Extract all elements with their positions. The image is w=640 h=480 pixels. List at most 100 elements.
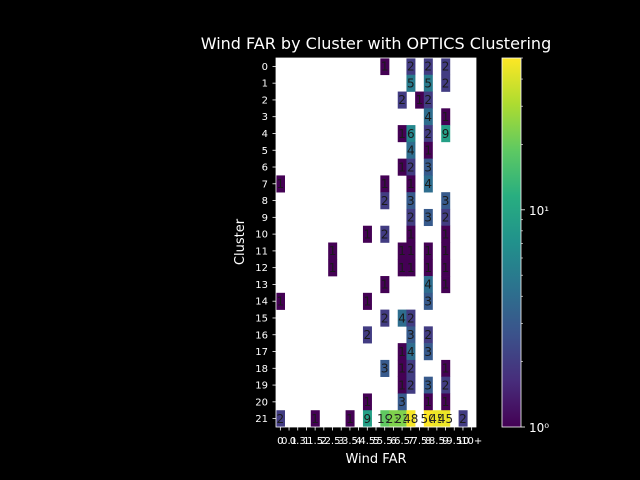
x-tick-label: 0.1 (281, 436, 297, 447)
cell-label: 3 (381, 362, 389, 376)
cell-label: 1 (363, 295, 371, 309)
cell-label: 45 (438, 412, 453, 426)
y-tick-label: 3 (262, 112, 268, 123)
cell-label: 1 (424, 261, 432, 275)
heatmap-cell (406, 242, 416, 260)
heatmap-cell (441, 393, 451, 411)
cell-label: 2 (363, 328, 371, 342)
cell-label: 4 (424, 110, 432, 124)
heatmap-cell (389, 410, 399, 428)
heatmap-cell (423, 108, 433, 126)
heatmap-cell (441, 259, 451, 277)
cell-label: 23 (386, 412, 401, 426)
cell-label: 3 (407, 328, 415, 342)
colorbar-gradient (502, 58, 521, 427)
heatmap-cell (406, 326, 416, 344)
cell-label: 1 (398, 261, 406, 275)
x-tick-label: 5 (373, 436, 379, 447)
heatmap-cell (423, 91, 433, 109)
cell-label: 1 (329, 244, 337, 258)
x-tick-label: 6.5 (394, 436, 410, 447)
x-tick-label: 7.5 (412, 436, 428, 447)
cell-label: 1 (277, 177, 285, 191)
heatmap-cell (276, 410, 285, 428)
heatmap-cell (441, 74, 451, 92)
cell-label: 1 (398, 345, 406, 359)
heatmap-cell (397, 259, 407, 277)
cell-label: 2 (424, 127, 432, 141)
y-tick-label: 7 (262, 179, 268, 190)
heatmap-cell (432, 410, 442, 428)
heatmap-cell (276, 175, 285, 193)
cell-label: 1 (398, 362, 406, 376)
cell-label: 2 (381, 227, 389, 241)
cell-label: 2 (277, 412, 285, 426)
heatmap-cell (362, 410, 372, 428)
y-tick-label: 16 (255, 330, 268, 341)
x-tick-label: 5.5 (377, 436, 393, 447)
cell-label: 2 (407, 311, 415, 325)
x-tick-label: 3 (338, 436, 344, 447)
heatmap-cell (362, 326, 372, 344)
heatmap-cell (397, 393, 407, 411)
x-tick-label: 7 (408, 436, 414, 447)
x-tick-label: 9.5 (446, 436, 462, 447)
heatmap-cell (423, 175, 433, 193)
x-tick-label: 8 (425, 436, 431, 447)
heatmap-cell (406, 259, 416, 277)
cell-label: 4 (424, 278, 432, 292)
cell-label: 1 (442, 278, 450, 292)
cell-label: 1 (311, 412, 319, 426)
heatmap-cell (441, 410, 451, 428)
y-tick-label: 6 (262, 163, 268, 174)
y-tick-label: 8 (262, 196, 268, 207)
x-tick-label: 0.3 (290, 436, 306, 447)
cell-label: 2 (398, 93, 406, 107)
y-tick-label: 4 (262, 129, 268, 140)
chart-title: Wind FAR by Cluster with OPTICS Clusteri… (201, 34, 551, 53)
cell-label: 19 (377, 412, 392, 426)
y-tick-label: 14 (255, 297, 268, 308)
heatmap-cell (406, 141, 416, 159)
cell-label: 48 (403, 412, 418, 426)
cell-label: 3 (424, 160, 432, 174)
heatmap-cell (310, 410, 320, 428)
cell-label: 1 (442, 227, 450, 241)
heatmap-cell (380, 309, 390, 327)
heatmap-cell (380, 175, 390, 193)
x-tick-label: 10 (457, 436, 470, 447)
cell-label: 4 (407, 144, 415, 158)
cell-label: 2 (442, 378, 450, 392)
heatmap-cell (397, 376, 407, 394)
x-tick-label: 8.5 (429, 436, 445, 447)
cell-label: 2 (424, 328, 432, 342)
colorbar-ticks: 10⁰ 10¹ (521, 57, 549, 435)
x-tick-label: 10+ (461, 436, 482, 447)
y-tick-label: 12 (255, 263, 268, 274)
cell-label: 9 (442, 127, 450, 141)
cell-label: 2 (407, 362, 415, 376)
cell-label: 2 (407, 211, 415, 225)
cell-label: 4 (407, 345, 415, 359)
cell-label: 2 (407, 378, 415, 392)
cell-label: 2 (381, 311, 389, 325)
heatmap-cell (441, 58, 451, 76)
y-tick-label: 15 (255, 313, 268, 324)
x-tick-label: 0 (277, 436, 283, 447)
cell-label: 1 (381, 177, 389, 191)
heatmap-cell (423, 141, 433, 159)
heatmap-cell (441, 376, 451, 394)
heatmap-cell (423, 410, 433, 428)
cell-label: 2 (424, 60, 432, 74)
cell-label: 1 (442, 362, 450, 376)
y-tick-label: 10 (255, 230, 268, 241)
heatmap-cell (276, 292, 285, 310)
heatmap-cell (406, 125, 416, 143)
cell-label: 1 (442, 395, 450, 409)
x-tick-label: 2.5 (325, 436, 341, 447)
heatmap-cell (423, 393, 433, 411)
cell-label: 1 (407, 227, 415, 241)
x-tick-label: 1 (303, 436, 309, 447)
